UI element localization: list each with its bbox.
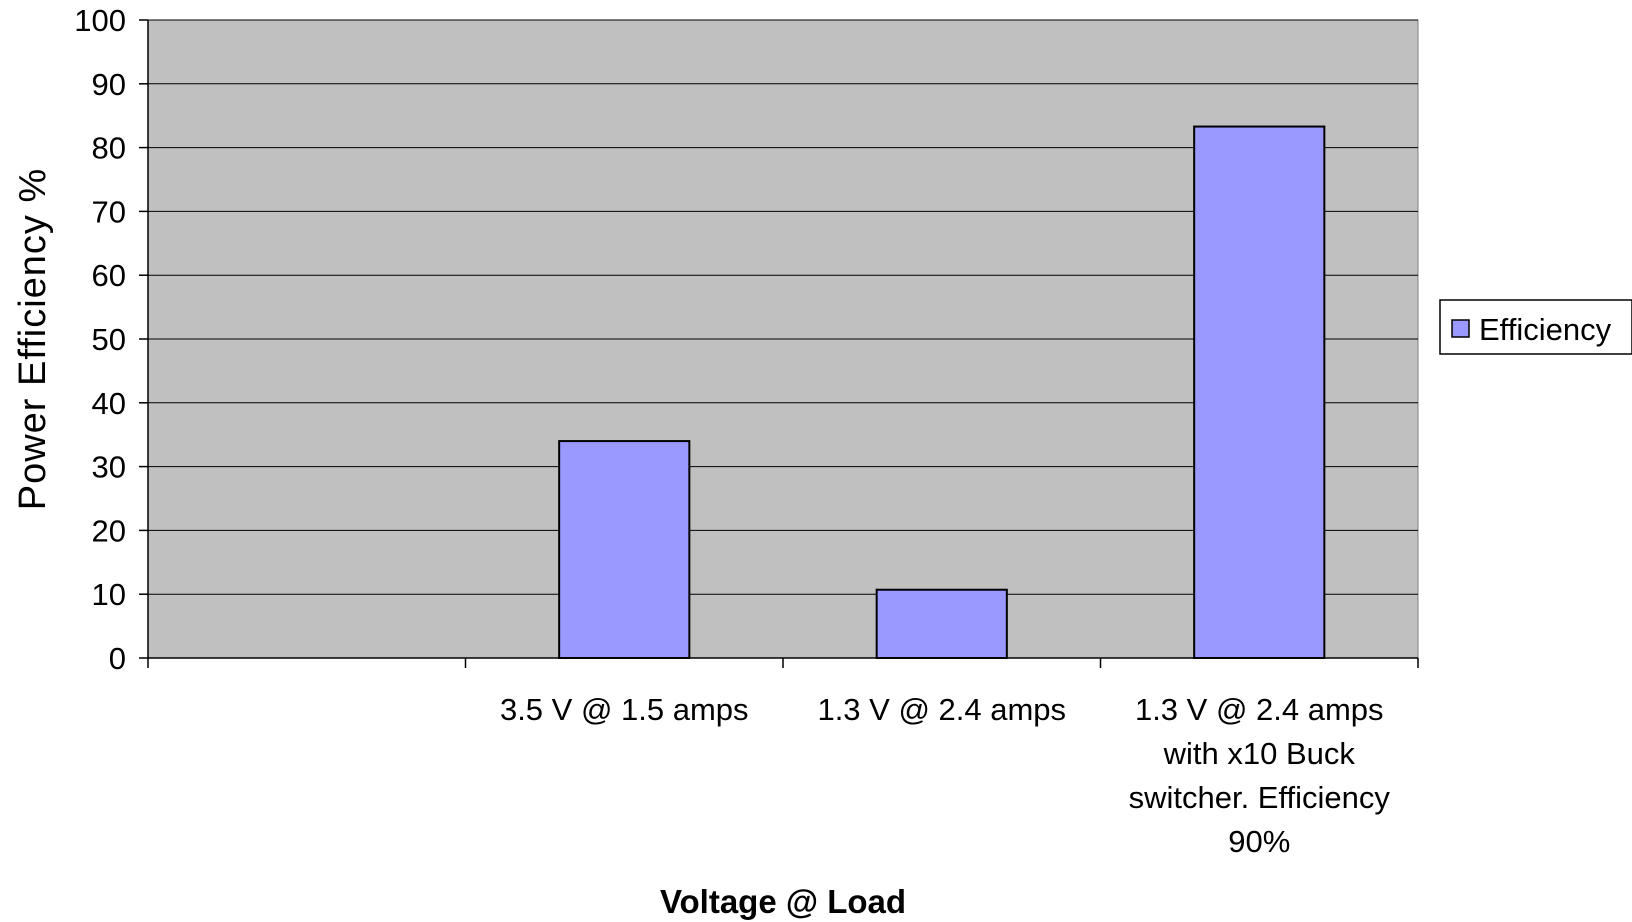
y-tick-label: 0 [109, 641, 126, 676]
axes [139, 19, 1419, 668]
y-tick-label: 20 [92, 513, 126, 548]
y-tick-label: 90 [92, 67, 126, 102]
legend: Efficiency [1439, 299, 1632, 355]
y-axis-title: Power Efficiency % [12, 168, 54, 511]
y-tick-label: 50 [92, 322, 126, 357]
y-tick-label: 30 [92, 450, 126, 485]
legend-box [1439, 299, 1632, 355]
x-tick-label: 1.3 V @ 2.4 amps [1135, 692, 1384, 727]
x-tick-label: 3.5 V @ 1.5 amps [500, 692, 749, 727]
y-tick-label: 100 [74, 3, 126, 38]
x-axis-title: Voltage @ Load [660, 883, 906, 920]
bar [558, 440, 691, 659]
x-tick-label: switcher. Efficiency [1129, 780, 1391, 815]
y-tick-label: 80 [92, 131, 126, 166]
x-tick-labels: 3.5 V @ 1.5 amps 1.3 V @ 2.4 amps 1.3 V @ … [500, 692, 1390, 859]
y-tick-label: 10 [92, 577, 126, 612]
y-tick-label: 70 [92, 194, 126, 229]
legend-swatch [1451, 319, 1470, 338]
y-tick-labels: 0 10 20 30 40 50 60 70 80 90 100 [74, 3, 126, 676]
y-tick-label: 60 [92, 258, 126, 293]
legend-label: Efficiency [1479, 312, 1612, 347]
x-tick-label: 90% [1228, 824, 1290, 859]
bar [875, 588, 1008, 660]
y-tick-label: 40 [92, 386, 126, 421]
x-tick-label: 1.3 V @ 2.4 amps [817, 692, 1066, 727]
bar [1193, 125, 1326, 659]
x-tick-label: with x10 Buck [1163, 736, 1356, 771]
